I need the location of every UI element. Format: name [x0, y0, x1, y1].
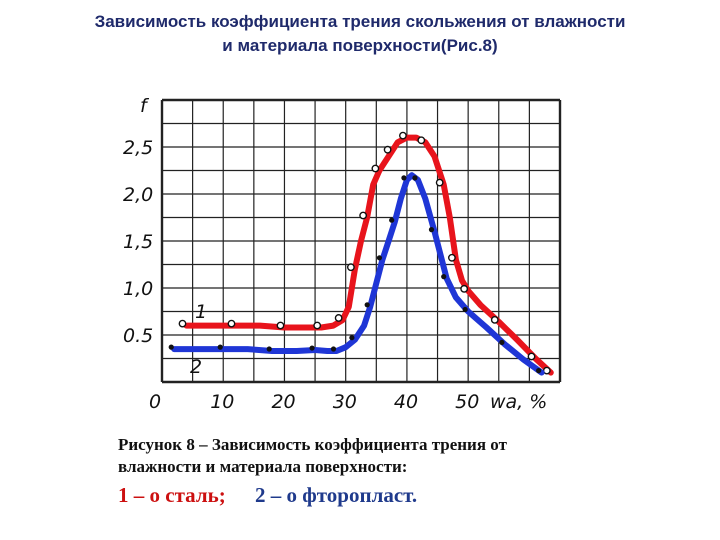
curve-label-1: 1	[195, 301, 207, 323]
data-point-series-2	[499, 339, 505, 345]
y-tick-label: 0.5	[123, 325, 153, 347]
legend-item-fluoroplastic: 2 – о фторопласт.	[254, 483, 418, 507]
y-tick-label: 2,5	[123, 137, 153, 159]
data-point-series-1	[448, 253, 456, 262]
legend-item-steel: 1 – о сталь;	[118, 483, 226, 507]
friction-chart: 0.5 1,0 1,5 2,0 2,5 0 10 20 30 40 50 f wa, % 1 2	[123, 95, 562, 413]
data-point-series-1	[276, 321, 285, 330]
curve-label-2: 2	[190, 356, 202, 378]
data-point-series-2	[266, 346, 272, 352]
data-point-series-1	[460, 284, 469, 293]
data-point-series-2	[536, 368, 542, 374]
data-point-series-1	[490, 315, 499, 324]
data-point-series-2	[217, 344, 223, 350]
data-point-series-2	[389, 217, 395, 223]
data-point-series-2	[441, 274, 447, 280]
data-point-series-1	[371, 164, 380, 173]
x-tick-label: 10	[210, 391, 234, 413]
y-tick-label: 2,0	[123, 184, 153, 206]
caption-line-2: влажности и материала поверхности:	[118, 457, 408, 476]
data-point-series-1	[359, 211, 368, 220]
x-tick-label: 0	[149, 391, 161, 413]
data-point-series-1	[313, 321, 322, 330]
data-point-series-1	[334, 314, 343, 322]
data-point-series-1	[383, 145, 392, 154]
data-point-series-2	[309, 345, 315, 351]
x-tick-label: 20	[271, 391, 295, 413]
series-line-2	[171, 172, 545, 376]
caption-line-1: Рисунок 8 – Зависимость коэффициента тре…	[118, 435, 507, 454]
data-point-series-1	[399, 131, 407, 140]
data-point-series-2	[412, 175, 418, 181]
data-point-series-2	[462, 306, 468, 313]
x-axis-label: wa, %	[490, 391, 547, 413]
grid	[160, 98, 562, 384]
data-point-series-2	[428, 227, 435, 233]
legend: 1 – о сталь; 2 – о фторопласт.	[118, 483, 417, 508]
series-group	[168, 131, 554, 376]
data-point-series-1	[346, 263, 355, 272]
figure-caption: Рисунок 8 – Зависимость коэффициента тре…	[118, 434, 678, 478]
data-point-series-1	[178, 319, 187, 328]
x-tick-label: 30	[333, 391, 357, 413]
data-point-series-1	[417, 136, 426, 145]
data-point-series-1	[435, 178, 444, 187]
title-line-2: и материала поверхности(Рис.8)	[222, 36, 498, 55]
y-tick-label: 1,5	[123, 231, 153, 253]
data-point-series-2	[364, 302, 370, 308]
data-point-series-2	[401, 175, 407, 181]
y-axis-label: f	[140, 95, 150, 117]
x-tick-label: 50	[455, 391, 479, 413]
data-point-series-2	[349, 335, 355, 341]
data-point-series-2	[376, 255, 383, 261]
title-line-1: Зависимость коэффициента трения скольжен…	[94, 12, 626, 31]
data-point-series-2	[330, 346, 337, 352]
data-point-series-1	[227, 319, 236, 328]
data-point-series-1	[527, 352, 536, 361]
data-point-series-2	[168, 344, 174, 350]
y-tick-label: 1,0	[123, 278, 153, 300]
x-tick-label: 40	[394, 391, 418, 413]
tick-labels: 0.5 1,0 1,5 2,0 2,5 0 10 20 30 40 50	[123, 137, 479, 413]
page-title: Зависимость коэффициента трения скольжен…	[0, 10, 720, 58]
